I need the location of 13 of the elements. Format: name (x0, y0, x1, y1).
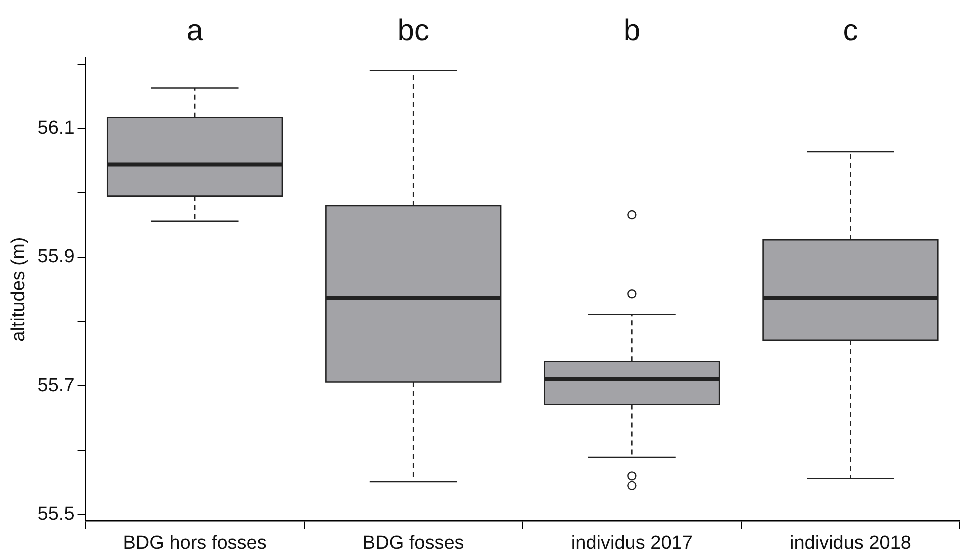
x-tick-label: individus 2017 (571, 532, 693, 554)
x-tick-label: BDG hors fosses (123, 532, 267, 554)
text: bc (398, 14, 430, 48)
y-tick-label: 55.9 (38, 246, 75, 268)
x-tick-label: BDG fosses (362, 532, 464, 554)
y-tick-label: 55.5 (38, 504, 75, 525)
y-tick-label: 55.7 (38, 375, 75, 396)
x-tick-label: individus 2018 (790, 532, 912, 554)
text: c (843, 14, 858, 48)
text: b (624, 14, 641, 48)
y-tick-label: 56.1 (38, 118, 75, 139)
text: a (186, 14, 204, 48)
y-axis-title: altitudes (m) (8, 237, 30, 342)
